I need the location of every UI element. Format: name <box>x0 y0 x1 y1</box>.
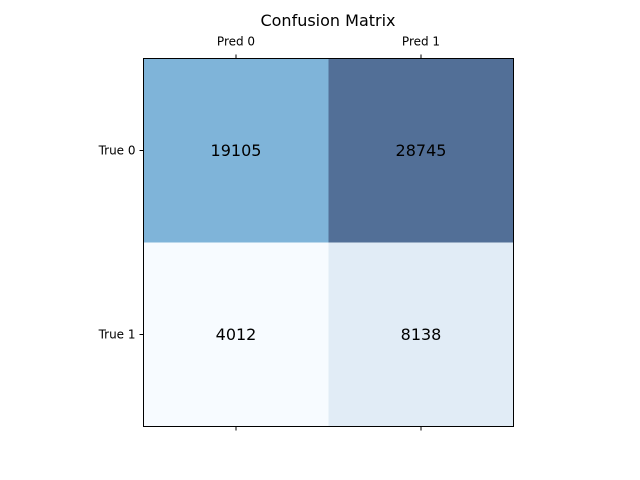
heatmap-cell-0-1 <box>328 58 514 243</box>
x-axis-ticks: Pred 0 Pred 1 <box>217 35 440 431</box>
y-tick-label-0: True 0 <box>98 144 136 158</box>
heatmap-cell-label-0-0: 19105 <box>211 141 262 160</box>
heatmap-cell-label-0-1: 28745 <box>396 141 447 160</box>
heatmap-cell-1-0 <box>143 242 329 427</box>
heatmap-cell-0-0 <box>143 58 329 243</box>
heatmap-cell-label-1-1: 8138 <box>401 325 442 344</box>
x-tick-label-1: Pred 1 <box>402 35 440 49</box>
y-axis-ticks: True 0 True 1 <box>98 144 144 342</box>
y-tick-label-1: True 1 <box>98 328 136 342</box>
heatmap-cell-labels: 19105 28745 4012 8138 <box>211 141 447 344</box>
heatmap-cell-label-1-0: 4012 <box>216 325 257 344</box>
chart-title: Confusion Matrix <box>260 11 395 30</box>
plot-frame <box>143 58 514 427</box>
heatmap-cell-1-1 <box>328 242 514 427</box>
x-tick-label-0: Pred 0 <box>217 35 255 49</box>
heatmap-cells <box>143 58 514 427</box>
